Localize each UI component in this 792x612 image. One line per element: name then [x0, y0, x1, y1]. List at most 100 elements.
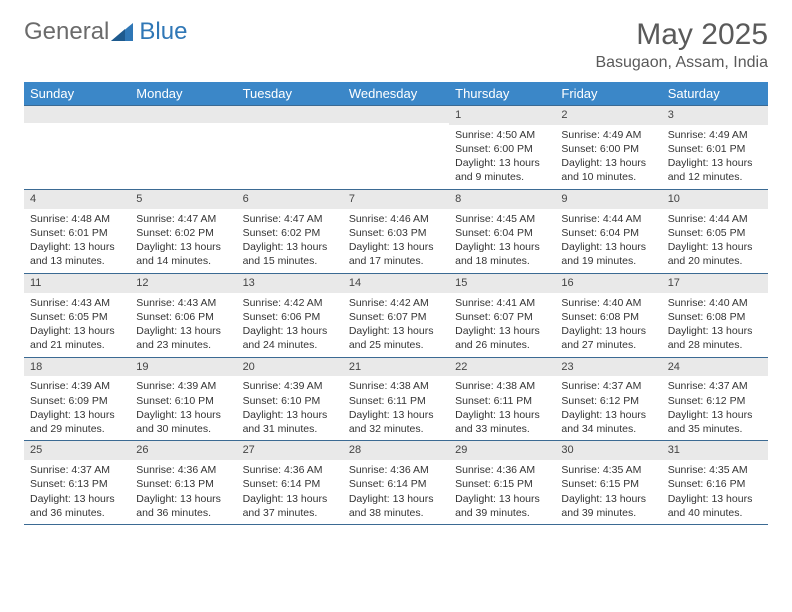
cell-body: Sunrise: 4:39 AMSunset: 6:10 PMDaylight:…	[237, 376, 343, 440]
day-number-empty	[130, 106, 236, 123]
daylight-text-1: Daylight: 13 hours	[668, 156, 762, 170]
sunset-text: Sunset: 6:05 PM	[30, 310, 124, 324]
daylight-text-2: and 17 minutes.	[349, 254, 443, 268]
calendar-cell: 3 Sunrise: 4:49 AMSunset: 6:01 PMDaylight…	[662, 106, 768, 190]
sunrise-text: Sunrise: 4:49 AM	[668, 128, 762, 142]
cell-body: Sunrise: 4:36 AMSunset: 6:13 PMDaylight:…	[130, 460, 236, 524]
cell-body-empty	[130, 123, 236, 187]
weekday-header: Friday	[555, 82, 661, 106]
cell-body: Sunrise: 4:47 AMSunset: 6:02 PMDaylight:…	[130, 209, 236, 273]
sunset-text: Sunset: 6:13 PM	[136, 477, 230, 491]
sunrise-text: Sunrise: 4:45 AM	[455, 212, 549, 226]
calendar-cell: 23Sunrise: 4:37 AMSunset: 6:12 PMDayligh…	[555, 357, 661, 441]
sunrise-text: Sunrise: 4:39 AM	[243, 379, 337, 393]
sunrise-text: Sunrise: 4:50 AM	[455, 128, 549, 142]
sunrise-text: Sunrise: 4:36 AM	[349, 463, 443, 477]
daylight-text-1: Daylight: 13 hours	[349, 492, 443, 506]
sunset-text: Sunset: 6:07 PM	[349, 310, 443, 324]
cell-body: Sunrise: 4:43 AMSunset: 6:06 PMDaylight:…	[130, 293, 236, 357]
sunset-text: Sunset: 6:06 PM	[136, 310, 230, 324]
cell-body: Sunrise: 4:42 AMSunset: 6:07 PMDaylight:…	[343, 293, 449, 357]
cell-body: Sunrise: 4:37 AMSunset: 6:13 PMDaylight:…	[24, 460, 130, 524]
sunset-text: Sunset: 6:08 PM	[561, 310, 655, 324]
calendar-cell: 21Sunrise: 4:38 AMSunset: 6:11 PMDayligh…	[343, 357, 449, 441]
daylight-text-2: and 9 minutes.	[455, 170, 549, 184]
calendar-cell	[24, 106, 130, 190]
header: General Blue May 2025 Basugaon, Assam, I…	[24, 18, 768, 72]
daylight-text-1: Daylight: 13 hours	[668, 408, 762, 422]
day-number: 29	[449, 441, 555, 460]
sunset-text: Sunset: 6:12 PM	[561, 394, 655, 408]
sunrise-text: Sunrise: 4:37 AM	[561, 379, 655, 393]
sunset-text: Sunset: 6:03 PM	[349, 226, 443, 240]
calendar-cell: 7Sunrise: 4:46 AMSunset: 6:03 PMDaylight…	[343, 189, 449, 273]
daylight-text-1: Daylight: 13 hours	[455, 324, 549, 338]
cell-body: Sunrise: 4:49 AMSunset: 6:00 PMDaylight:…	[555, 125, 661, 189]
sunset-text: Sunset: 6:16 PM	[668, 477, 762, 491]
sunrise-text: Sunrise: 4:36 AM	[243, 463, 337, 477]
sunset-text: Sunset: 6:01 PM	[668, 142, 762, 156]
logo-icon	[111, 20, 133, 48]
cell-body: Sunrise: 4:38 AMSunset: 6:11 PMDaylight:…	[343, 376, 449, 440]
cell-body: Sunrise: 4:44 AMSunset: 6:05 PMDaylight:…	[662, 209, 768, 273]
cell-body: Sunrise: 4:35 AMSunset: 6:15 PMDaylight:…	[555, 460, 661, 524]
daylight-text-1: Daylight: 13 hours	[668, 240, 762, 254]
day-number: 31	[662, 441, 768, 460]
day-number-empty	[24, 106, 130, 123]
daylight-text-1: Daylight: 13 hours	[455, 156, 549, 170]
sunrise-text: Sunrise: 4:36 AM	[136, 463, 230, 477]
calendar-cell: 26Sunrise: 4:36 AMSunset: 6:13 PMDayligh…	[130, 441, 236, 525]
daylight-text-2: and 34 minutes.	[561, 422, 655, 436]
cell-body: Sunrise: 4:41 AMSunset: 6:07 PMDaylight:…	[449, 293, 555, 357]
cell-body: Sunrise: 4:42 AMSunset: 6:06 PMDaylight:…	[237, 293, 343, 357]
day-number: 18	[24, 358, 130, 377]
sunrise-text: Sunrise: 4:40 AM	[668, 296, 762, 310]
daylight-text-1: Daylight: 13 hours	[136, 240, 230, 254]
daylight-text-2: and 36 minutes.	[30, 506, 124, 520]
calendar-cell: 9Sunrise: 4:44 AMSunset: 6:04 PMDaylight…	[555, 189, 661, 273]
daylight-text-2: and 33 minutes.	[455, 422, 549, 436]
sunset-text: Sunset: 6:05 PM	[668, 226, 762, 240]
sunset-text: Sunset: 6:00 PM	[561, 142, 655, 156]
calendar-cell: 19Sunrise: 4:39 AMSunset: 6:10 PMDayligh…	[130, 357, 236, 441]
sunset-text: Sunset: 6:15 PM	[561, 477, 655, 491]
day-number: 15	[449, 274, 555, 293]
daylight-text-1: Daylight: 13 hours	[561, 240, 655, 254]
calendar-cell: 22Sunrise: 4:38 AMSunset: 6:11 PMDayligh…	[449, 357, 555, 441]
calendar-cell	[237, 106, 343, 190]
daylight-text-1: Daylight: 13 hours	[243, 492, 337, 506]
sunset-text: Sunset: 6:14 PM	[349, 477, 443, 491]
daylight-text-2: and 40 minutes.	[668, 506, 762, 520]
daylight-text-1: Daylight: 13 hours	[243, 240, 337, 254]
daylight-text-2: and 35 minutes.	[668, 422, 762, 436]
daylight-text-2: and 18 minutes.	[455, 254, 549, 268]
sunset-text: Sunset: 6:04 PM	[561, 226, 655, 240]
calendar-week: 4Sunrise: 4:48 AMSunset: 6:01 PMDaylight…	[24, 189, 768, 273]
day-number: 11	[24, 274, 130, 293]
calendar-cell: 10Sunrise: 4:44 AMSunset: 6:05 PMDayligh…	[662, 189, 768, 273]
day-number: 8	[449, 190, 555, 209]
sunrise-text: Sunrise: 4:35 AM	[561, 463, 655, 477]
daylight-text-1: Daylight: 13 hours	[561, 492, 655, 506]
sunrise-text: Sunrise: 4:40 AM	[561, 296, 655, 310]
sunset-text: Sunset: 6:12 PM	[668, 394, 762, 408]
daylight-text-1: Daylight: 13 hours	[668, 324, 762, 338]
sunrise-text: Sunrise: 4:43 AM	[30, 296, 124, 310]
daylight-text-2: and 38 minutes.	[349, 506, 443, 520]
sunrise-text: Sunrise: 4:44 AM	[561, 212, 655, 226]
cell-body: Sunrise: 4:40 AMSunset: 6:08 PMDaylight:…	[662, 293, 768, 357]
day-number: 3	[662, 106, 768, 125]
cell-body: Sunrise: 4:36 AMSunset: 6:15 PMDaylight:…	[449, 460, 555, 524]
calendar-cell: 8Sunrise: 4:45 AMSunset: 6:04 PMDaylight…	[449, 189, 555, 273]
daylight-text-2: and 12 minutes.	[668, 170, 762, 184]
day-number: 25	[24, 441, 130, 460]
daylight-text-1: Daylight: 13 hours	[455, 492, 549, 506]
bottom-border	[24, 525, 768, 527]
calendar-cell: 16Sunrise: 4:40 AMSunset: 6:08 PMDayligh…	[555, 273, 661, 357]
daylight-text-2: and 32 minutes.	[349, 422, 443, 436]
calendar-cell: 11Sunrise: 4:43 AMSunset: 6:05 PMDayligh…	[24, 273, 130, 357]
calendar-cell: 18Sunrise: 4:39 AMSunset: 6:09 PMDayligh…	[24, 357, 130, 441]
daylight-text-2: and 39 minutes.	[455, 506, 549, 520]
sunset-text: Sunset: 6:07 PM	[455, 310, 549, 324]
cell-body: Sunrise: 4:35 AMSunset: 6:16 PMDaylight:…	[662, 460, 768, 524]
